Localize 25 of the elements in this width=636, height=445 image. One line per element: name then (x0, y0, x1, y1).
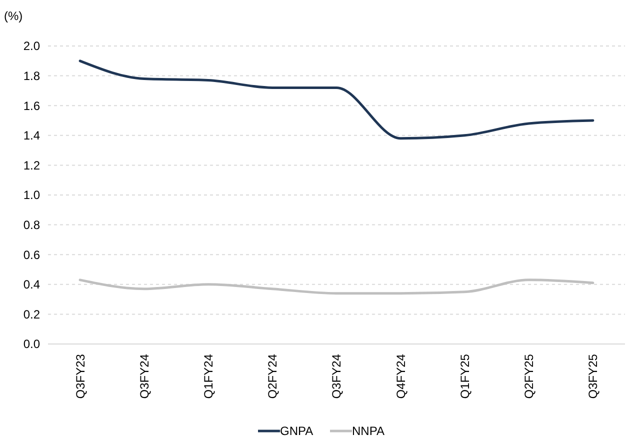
x-tick-label: Q2FY24 (266, 354, 280, 399)
x-tick-label: Q3FY24 (330, 354, 344, 399)
y-tick-label: 0.0 (23, 337, 40, 352)
y-tick-label: 1.8 (23, 69, 40, 83)
y-axis-title: (%) (4, 9, 23, 23)
legend-label: NNPA (352, 424, 384, 438)
y-tick-label: 1.6 (23, 98, 40, 113)
x-tick-label: Q3FY25 (586, 354, 600, 399)
y-tick-label: 0.4 (23, 278, 40, 292)
x-tick-label: Q3FY24 (137, 354, 152, 399)
x-tick-label: Q1FY25 (458, 354, 472, 399)
x-tick-label: Q1FY24 (201, 354, 216, 399)
x-tick-label: Q4FY24 (394, 354, 408, 399)
y-tick-label: 0.6 (23, 248, 40, 262)
line-series (78, 60, 594, 140)
legend-label: GNPA (280, 424, 314, 438)
y-tick-label: 1.2 (23, 158, 40, 172)
y-tick-label: 1.4 (23, 128, 40, 143)
line-series (78, 278, 594, 295)
y-tick-label: 0.8 (23, 218, 40, 232)
x-tick-label: Q3FY23 (73, 354, 88, 399)
x-tick-label: Q2FY25 (522, 354, 536, 399)
y-tick-label: 0.2 (23, 307, 40, 322)
y-tick-label: 2.0 (23, 39, 40, 54)
y-tick-label: 1.0 (23, 188, 40, 202)
